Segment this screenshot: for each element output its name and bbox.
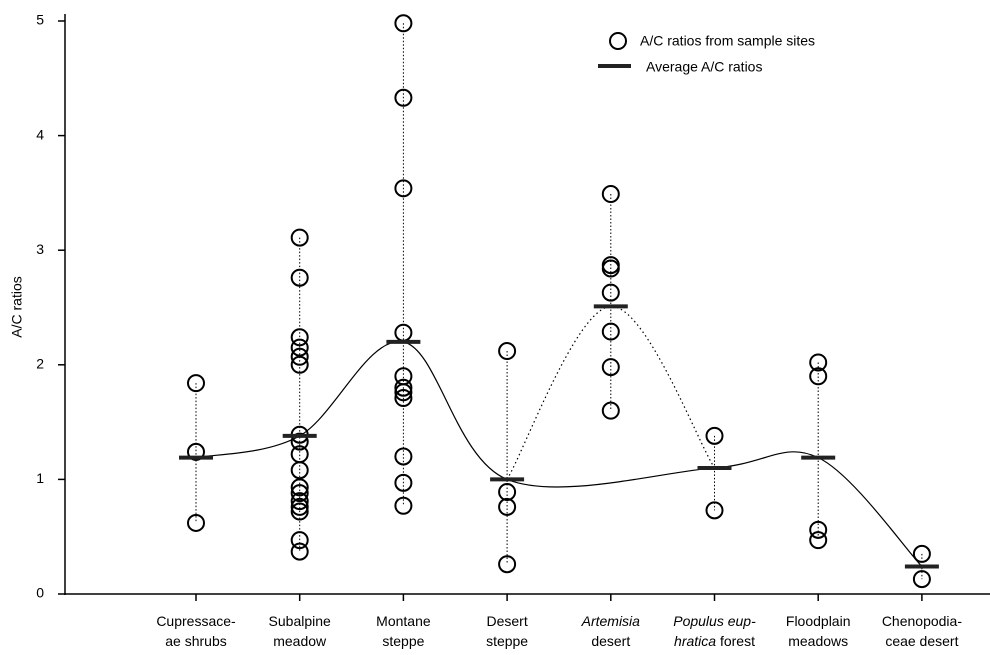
- sample-point: [809, 353, 828, 372]
- sample-point: [187, 513, 205, 532]
- x-tick-label-part: ae shrubs: [165, 633, 226, 649]
- x-tick-label-part: desert: [591, 633, 630, 649]
- x-tick-label: meadows: [788, 633, 848, 649]
- sample-point: [912, 570, 931, 589]
- x-tick-label: Montane: [376, 613, 431, 629]
- sample-point: [394, 14, 413, 33]
- sample-point: [187, 442, 205, 461]
- x-tick-label: Populus eup-: [673, 613, 756, 629]
- x-tick-label: Subalpine: [269, 613, 331, 629]
- x-tick-label-part: ceae desert: [885, 633, 958, 649]
- x-tick-label: Floodplain: [786, 613, 851, 629]
- x-tick-label: Cupressace-: [156, 613, 236, 629]
- x-tick-label: hratica forest: [674, 633, 755, 649]
- legend-label: Average A/C ratios: [646, 59, 762, 75]
- sample-point: [498, 483, 517, 502]
- sample-point: [394, 447, 413, 466]
- sample-point: [290, 228, 309, 247]
- sample-point: [290, 328, 309, 347]
- sample-point: [290, 461, 309, 480]
- x-tick-label-part: Artemisia: [581, 613, 641, 629]
- x-tick-label: steppe: [382, 633, 424, 649]
- sample-point: [809, 520, 828, 539]
- sample-point: [290, 531, 309, 550]
- x-tick-label-part: steppe: [486, 633, 528, 649]
- x-tick-label-part: Desert: [486, 613, 527, 629]
- sample-point: [394, 389, 413, 408]
- x-tick-label-part: steppe: [382, 633, 424, 649]
- y-tick-label: 1: [36, 470, 44, 486]
- sample-point: [498, 342, 517, 361]
- legend-marker: [609, 32, 627, 50]
- y-axis-label: A/C ratios: [9, 276, 25, 337]
- sample-point: [705, 426, 724, 445]
- x-tick-label-part: Populus eup-: [673, 613, 756, 629]
- x-tick-label-part: Floodplain: [786, 613, 851, 629]
- sample-point: [601, 358, 620, 377]
- x-tick-label-part: Subalpine: [269, 613, 331, 629]
- sample-point: [394, 473, 413, 492]
- sample-point: [601, 185, 620, 204]
- x-tick-label-part: Montane: [376, 613, 431, 629]
- x-tick-label-part: Cupressace-: [156, 613, 236, 629]
- sample-point: [290, 542, 309, 561]
- y-tick-label: 2: [36, 356, 44, 372]
- x-tick-label: Desert: [486, 613, 527, 629]
- sample-point: [290, 497, 309, 516]
- legend-label: A/C ratios from sample sites: [640, 33, 815, 49]
- sample-point: [601, 283, 620, 302]
- sample-point: [601, 259, 620, 278]
- y-tick-label: 5: [36, 12, 44, 28]
- x-tick-label: desert: [591, 633, 630, 649]
- x-tick-label: Chenopodia-: [882, 613, 963, 629]
- x-tick-label: ceae desert: [885, 633, 958, 649]
- x-tick-label: meadow: [273, 633, 327, 649]
- x-tick-label-part: Chenopodia-: [882, 613, 963, 629]
- sample-point: [705, 501, 724, 520]
- sample-point: [290, 338, 309, 357]
- trend-curve: [195, 341, 923, 567]
- sample-point: [809, 367, 828, 386]
- sample-point: [809, 531, 828, 550]
- y-tick-label: 4: [36, 126, 44, 142]
- x-tick-label-part: meadows: [788, 633, 848, 649]
- x-tick-label: Artemisia: [581, 613, 641, 629]
- sample-point: [394, 179, 413, 198]
- sample-point: [498, 497, 517, 516]
- sample-point: [290, 432, 309, 451]
- y-tick-label: 0: [36, 585, 44, 601]
- sample-point: [290, 492, 309, 511]
- sample-point: [290, 355, 309, 374]
- trend-curve-dotted: [506, 305, 716, 480]
- sample-point: [601, 322, 620, 341]
- x-tick-label-part: hratica: [674, 633, 716, 649]
- sample-point: [394, 383, 413, 402]
- sample-point: [601, 401, 620, 420]
- x-tick-label-part: meadow: [273, 633, 327, 649]
- sample-point: [394, 378, 413, 397]
- sample-point: [187, 374, 205, 393]
- y-tick-label: 3: [36, 241, 44, 257]
- x-tick-label-part: forest: [716, 633, 755, 649]
- sample-point: [498, 555, 517, 574]
- x-tick-label: steppe: [486, 633, 528, 649]
- x-tick-label: ae shrubs: [165, 633, 226, 649]
- sample-point: [290, 347, 309, 366]
- sample-point: [290, 268, 309, 287]
- sample-point: [394, 496, 413, 515]
- sample-point: [290, 502, 309, 521]
- sample-point: [290, 484, 309, 503]
- sample-point: [912, 544, 931, 563]
- sample-point: [290, 478, 309, 497]
- sample-point: [394, 88, 413, 107]
